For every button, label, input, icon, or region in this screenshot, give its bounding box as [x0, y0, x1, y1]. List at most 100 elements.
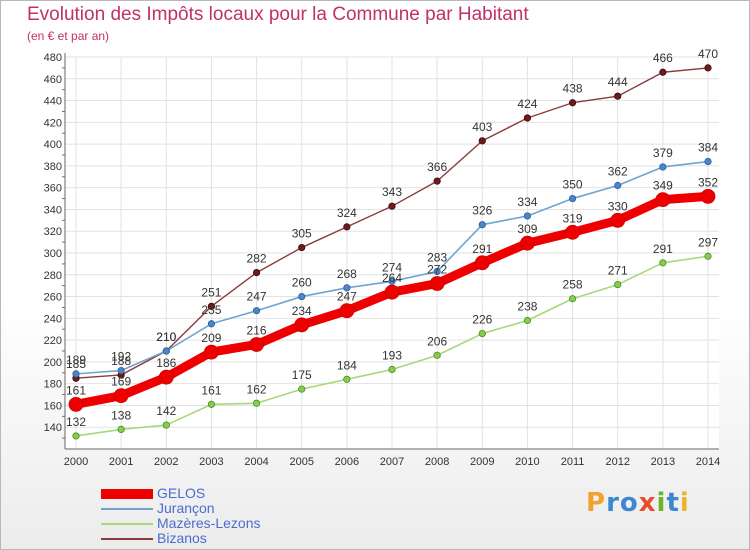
data-point-juran-on [388, 277, 396, 285]
data-label-bizanos: 210 [156, 330, 176, 344]
data-label-maz-res-lezons: 226 [472, 313, 492, 327]
y-tick-label: 320 [44, 226, 62, 238]
data-label-juran-on: 247 [247, 290, 267, 304]
data-label-bizanos: 424 [517, 97, 537, 111]
data-point-maz-res-lezons [343, 375, 351, 383]
data-label-juran-on: 326 [472, 204, 492, 218]
logo-letter: i [679, 488, 690, 518]
data-label-maz-res-lezons: 138 [111, 408, 131, 422]
data-label-maz-res-lezons: 297 [698, 235, 718, 249]
data-point-maz-res-lezons [478, 329, 486, 338]
y-tick-label: 420 [44, 117, 62, 129]
data-point-bizanos [343, 223, 351, 231]
x-tick-label: 2013 [651, 456, 675, 468]
data-point-maz-res-lezons [162, 421, 170, 429]
data-label-maz-res-lezons: 238 [517, 300, 537, 314]
data-label-bizanos: 185 [66, 357, 86, 371]
data-point-juran-on [478, 221, 486, 229]
data-label-gelos: 272 [427, 262, 447, 276]
data-label-bizanos: 324 [337, 206, 357, 220]
data-label-bizanos: 251 [201, 285, 221, 299]
data-label-maz-res-lezons: 193 [382, 349, 402, 363]
data-label-maz-res-lezons: 258 [563, 278, 583, 292]
data-label-gelos: 209 [201, 331, 221, 345]
data-point-gelos [565, 224, 580, 240]
data-point-maz-res-lezons [388, 365, 396, 374]
x-tick-label: 2011 [561, 456, 585, 468]
data-label-juran-on: 192 [111, 350, 131, 364]
x-tick-label: 2004 [244, 456, 268, 468]
data-point-juran-on [207, 320, 216, 328]
legend-swatch-gelos [101, 489, 153, 499]
data-point-maz-res-lezons [704, 252, 712, 260]
data-point-juran-on [72, 370, 80, 378]
data-label-juran-on: 189 [66, 353, 86, 367]
data-point-juran-on [343, 284, 351, 292]
legend-swatch-bizanos [101, 538, 153, 540]
data-point-bizanos [207, 302, 216, 310]
y-tick-label: 300 [44, 248, 62, 260]
legend-label-bizanos: Bizanos [157, 530, 207, 546]
data-label-bizanos: 444 [608, 75, 628, 89]
data-point-gelos [474, 255, 490, 271]
data-point-bizanos [298, 243, 306, 252]
proxiti-logo: Proxiti [586, 488, 690, 518]
data-label-bizanos: 403 [472, 120, 492, 134]
legend-item-juran-on: Jurançon [101, 500, 321, 516]
data-label-juran-on: 334 [517, 195, 537, 209]
x-tick-label: 2014 [696, 456, 720, 468]
legend-label-maz-res-lezons: Mazères-Lezons [157, 515, 261, 531]
data-label-juran-on: 379 [653, 146, 673, 160]
data-point-gelos [113, 388, 129, 404]
data-point-gelos [68, 396, 84, 412]
data-label-bizanos: 470 [698, 47, 718, 61]
logo-letter: P [586, 488, 607, 518]
data-label-juran-on: 210 [156, 330, 176, 344]
legend-swatch-juran-on [101, 508, 153, 510]
y-tick-label: 140 [44, 422, 62, 434]
data-label-juran-on: 268 [337, 267, 357, 281]
data-label-maz-res-lezons: 161 [201, 383, 221, 397]
data-label-maz-res-lezons: 162 [247, 382, 267, 396]
data-point-bizanos [568, 99, 577, 107]
y-tick-label: 360 [44, 183, 62, 195]
data-label-juran-on: 362 [608, 164, 628, 178]
x-tick-label: 2005 [289, 456, 313, 468]
y-tick-label: 260 [44, 292, 62, 304]
data-label-bizanos: 366 [427, 160, 447, 174]
y-tick-label: 240 [44, 313, 62, 325]
y-tick-label: 180 [44, 379, 62, 391]
data-label-gelos: 330 [608, 199, 628, 213]
data-point-bizanos [704, 64, 712, 72]
data-point-juran-on [252, 307, 261, 315]
x-tick-label: 2008 [425, 456, 449, 468]
y-tick-label: 400 [44, 139, 62, 151]
data-point-gelos [339, 303, 355, 319]
y-tick-label: 160 [44, 400, 62, 412]
data-point-juran-on [568, 194, 577, 203]
data-point-bizanos [478, 137, 486, 145]
data-label-gelos: 319 [563, 211, 583, 225]
data-point-bizanos [433, 177, 441, 185]
data-point-maz-res-lezons [659, 259, 667, 267]
logo-letter: i [656, 488, 667, 518]
y-tick-label: 280 [44, 270, 62, 282]
x-tick-label: 2006 [335, 456, 359, 468]
y-tick-label: 220 [44, 335, 62, 347]
data-point-bizanos [523, 114, 532, 122]
data-point-juran-on [614, 181, 622, 190]
data-label-gelos: 291 [472, 242, 492, 256]
data-label-gelos: 349 [653, 179, 673, 193]
data-point-bizanos [659, 68, 667, 76]
logo-letter: o [619, 488, 639, 518]
x-tick-label: 2001 [109, 456, 133, 468]
data-label-juran-on: 260 [292, 276, 312, 290]
data-point-juran-on [523, 212, 532, 220]
chart-title: Evolution des Impôts locaux pour la Comm… [27, 4, 529, 25]
data-point-juran-on [298, 292, 306, 301]
y-tick-label: 340 [44, 204, 62, 216]
data-label-gelos: 247 [337, 290, 357, 304]
x-tick-label: 2010 [515, 456, 539, 468]
